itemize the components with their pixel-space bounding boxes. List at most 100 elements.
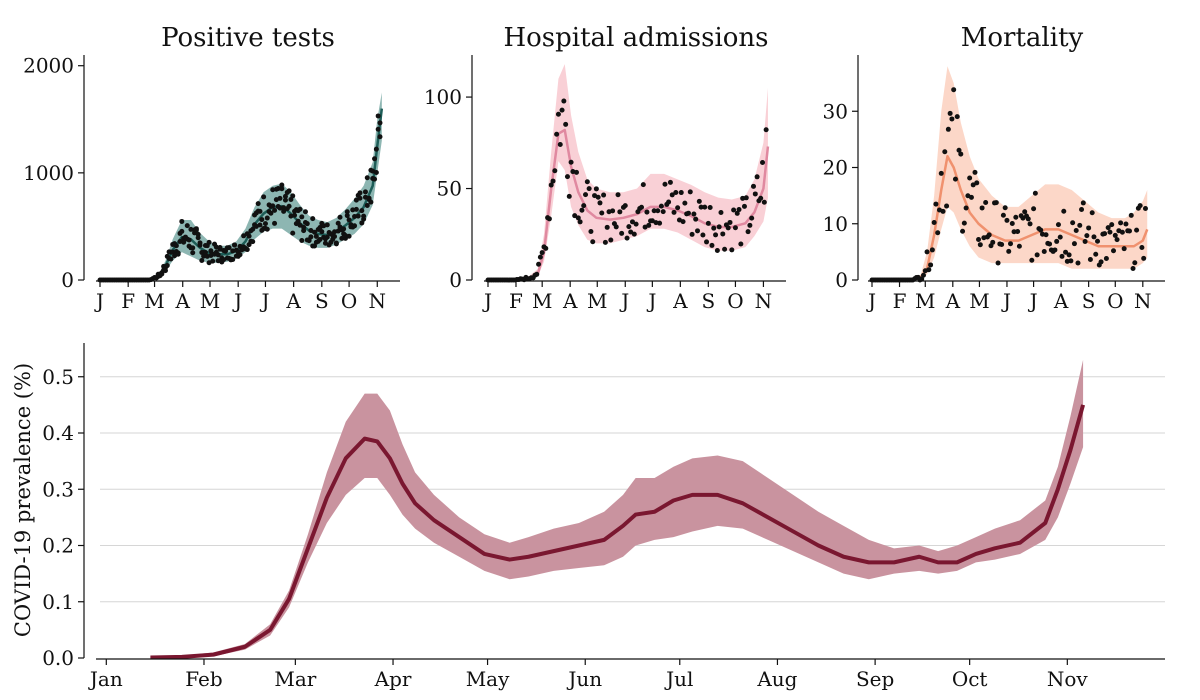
data-point bbox=[534, 271, 540, 277]
x-tick-label: J bbox=[866, 289, 876, 313]
data-point bbox=[1139, 244, 1145, 250]
data-point bbox=[745, 229, 751, 235]
data-point bbox=[1123, 221, 1129, 227]
data-point bbox=[341, 226, 347, 232]
x-tick-label: May bbox=[466, 667, 510, 691]
data-point bbox=[1009, 221, 1015, 227]
data-point bbox=[297, 206, 303, 212]
data-point bbox=[693, 216, 699, 222]
panel-title: Mortality bbox=[961, 23, 1084, 53]
uncertainty-band bbox=[488, 64, 768, 281]
y-tick-label: 30 bbox=[823, 99, 848, 123]
data-point bbox=[552, 168, 558, 174]
data-point bbox=[1073, 227, 1079, 233]
data-point bbox=[655, 208, 661, 214]
data-point bbox=[983, 200, 989, 206]
data-point bbox=[711, 225, 717, 231]
data-point bbox=[1086, 225, 1092, 231]
data-point bbox=[344, 213, 350, 219]
data-point bbox=[310, 216, 316, 222]
data-point bbox=[237, 252, 243, 258]
x-tick-label: A bbox=[1053, 289, 1069, 313]
data-point bbox=[1057, 234, 1063, 240]
data-point bbox=[586, 186, 592, 192]
data-point bbox=[1068, 258, 1074, 264]
data-point bbox=[689, 231, 695, 237]
x-tick-label: Feb bbox=[185, 667, 222, 691]
data-point bbox=[244, 247, 250, 253]
data-point bbox=[920, 272, 926, 278]
data-point bbox=[662, 181, 668, 187]
data-point bbox=[986, 232, 992, 238]
x-tick-label: S bbox=[1082, 289, 1096, 313]
x-tick-label: Jun bbox=[566, 667, 602, 691]
data-point bbox=[602, 239, 608, 245]
x-tick-label: A bbox=[562, 289, 578, 313]
data-point bbox=[364, 175, 370, 181]
data-point bbox=[954, 114, 960, 120]
data-point bbox=[718, 210, 724, 216]
data-point bbox=[357, 195, 363, 201]
data-point bbox=[1013, 214, 1019, 220]
data-point bbox=[599, 210, 605, 216]
data-point bbox=[1130, 265, 1136, 271]
data-point bbox=[1022, 209, 1028, 215]
data-point bbox=[629, 219, 635, 225]
data-point bbox=[741, 203, 747, 209]
data-point bbox=[250, 226, 256, 232]
x-tick-label: Sep bbox=[856, 667, 894, 691]
data-point bbox=[749, 215, 755, 221]
data-point bbox=[658, 203, 664, 209]
data-point bbox=[704, 239, 710, 245]
data-point bbox=[990, 239, 996, 245]
data-point bbox=[601, 192, 607, 198]
data-point bbox=[944, 203, 950, 209]
data-point bbox=[702, 204, 708, 210]
data-point bbox=[731, 207, 737, 213]
data-point bbox=[206, 239, 212, 245]
data-point bbox=[577, 219, 583, 225]
data-point bbox=[1089, 210, 1095, 216]
data-point bbox=[215, 252, 221, 258]
data-point bbox=[1080, 200, 1086, 206]
data-point bbox=[173, 243, 179, 249]
x-tick-label: J bbox=[1028, 289, 1038, 313]
data-point bbox=[1107, 229, 1113, 235]
data-point bbox=[275, 186, 281, 192]
data-point bbox=[595, 194, 601, 200]
data-point bbox=[357, 190, 363, 196]
data-point bbox=[375, 113, 381, 119]
data-point bbox=[339, 235, 345, 241]
data-point bbox=[279, 182, 285, 188]
data-point bbox=[324, 234, 330, 240]
data-point bbox=[691, 211, 697, 217]
data-point bbox=[1084, 233, 1090, 239]
data-point bbox=[1141, 255, 1147, 261]
data-point bbox=[193, 227, 199, 233]
data-point bbox=[1025, 216, 1031, 222]
data-point bbox=[1075, 260, 1081, 266]
x-tick-label: A bbox=[285, 289, 301, 313]
data-point bbox=[752, 191, 758, 197]
uncertainty-band bbox=[150, 359, 1084, 658]
data-point bbox=[333, 240, 339, 246]
data-point bbox=[977, 242, 983, 248]
data-point bbox=[188, 226, 194, 232]
data-point bbox=[622, 203, 628, 209]
data-point bbox=[680, 219, 686, 225]
data-point bbox=[963, 205, 969, 211]
data-point bbox=[714, 247, 720, 253]
data-point bbox=[277, 195, 283, 201]
panel-title: Hospital admissions bbox=[503, 23, 768, 53]
data-point bbox=[698, 204, 704, 210]
data-point bbox=[1082, 239, 1088, 245]
uncertainty-band bbox=[100, 92, 382, 280]
x-tick-label: J bbox=[94, 289, 104, 313]
data-point bbox=[563, 121, 569, 127]
data-point bbox=[250, 239, 256, 245]
data-point bbox=[1077, 222, 1083, 228]
x-tick-label: M bbox=[587, 289, 607, 313]
